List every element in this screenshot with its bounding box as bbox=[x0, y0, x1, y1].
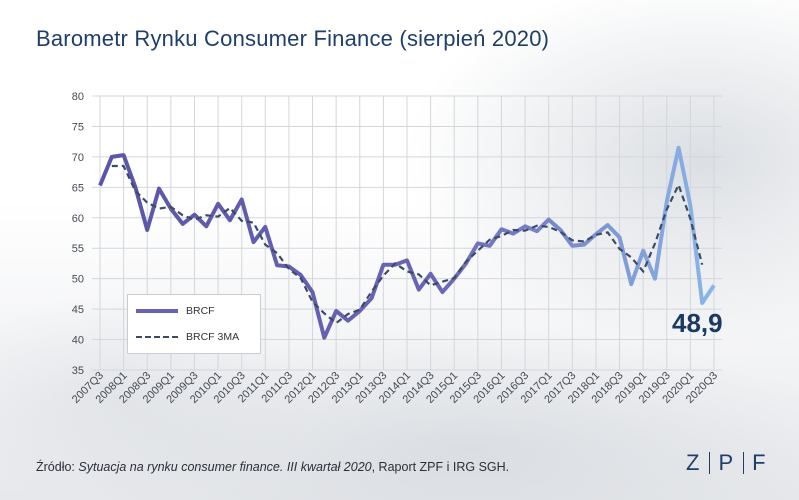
x-axis-ticks: 2007Q32008Q12008Q32009Q12009Q32010Q12010… bbox=[70, 370, 720, 406]
y-tick-label: 50 bbox=[72, 274, 84, 286]
zpf-logo: Z P F bbox=[686, 450, 768, 476]
y-axis-ticks: 35 40 45 50 55 60 65 70 75 80 bbox=[72, 91, 84, 377]
y-tick-label: 65 bbox=[72, 182, 84, 194]
y-tick-label: 70 bbox=[72, 152, 84, 164]
legend-swatch-brcf bbox=[136, 309, 178, 313]
legend-item-brcf: BRCF bbox=[136, 303, 215, 319]
logo-divider bbox=[743, 452, 745, 474]
y-tick-label: 75 bbox=[72, 121, 84, 133]
series-lines bbox=[98, 145, 716, 340]
y-tick-label: 40 bbox=[72, 335, 84, 347]
last-value-label: 48,9 bbox=[672, 308, 723, 338]
legend-item-3ma: BRCF 3MA bbox=[136, 329, 239, 345]
source-prefix: Źródło: bbox=[36, 460, 79, 474]
source-suffix: , Raport ZPF i IRG SGH. bbox=[371, 460, 510, 474]
logo-letter-f: F bbox=[752, 450, 768, 475]
legend: BRCF BRCF 3MA bbox=[127, 294, 261, 354]
source-note: Źródło: Sytuacja na rynku consumer finan… bbox=[36, 460, 509, 474]
legend-label-brcf: BRCF bbox=[186, 305, 215, 317]
series-line-brcf-3ma bbox=[111, 164, 704, 325]
y-tick-label: 45 bbox=[72, 304, 84, 316]
logo-letter-z: Z bbox=[686, 450, 702, 475]
source-title: Sytuacja na rynku consumer finance. III … bbox=[78, 460, 372, 474]
logo-divider bbox=[709, 452, 711, 474]
y-tick-label: 55 bbox=[72, 243, 84, 255]
logo-letter-p: P bbox=[718, 450, 736, 475]
legend-label-3ma: BRCF 3MA bbox=[186, 331, 240, 343]
y-tick-label: 60 bbox=[72, 213, 84, 225]
y-tick-label: 80 bbox=[72, 91, 84, 103]
legend-swatch-3ma bbox=[136, 336, 178, 338]
series-line-brcf bbox=[98, 145, 716, 340]
chart-title: Barometr Rynku Consumer Finance (sierpie… bbox=[36, 26, 550, 51]
y-tick-label: 35 bbox=[72, 365, 84, 377]
